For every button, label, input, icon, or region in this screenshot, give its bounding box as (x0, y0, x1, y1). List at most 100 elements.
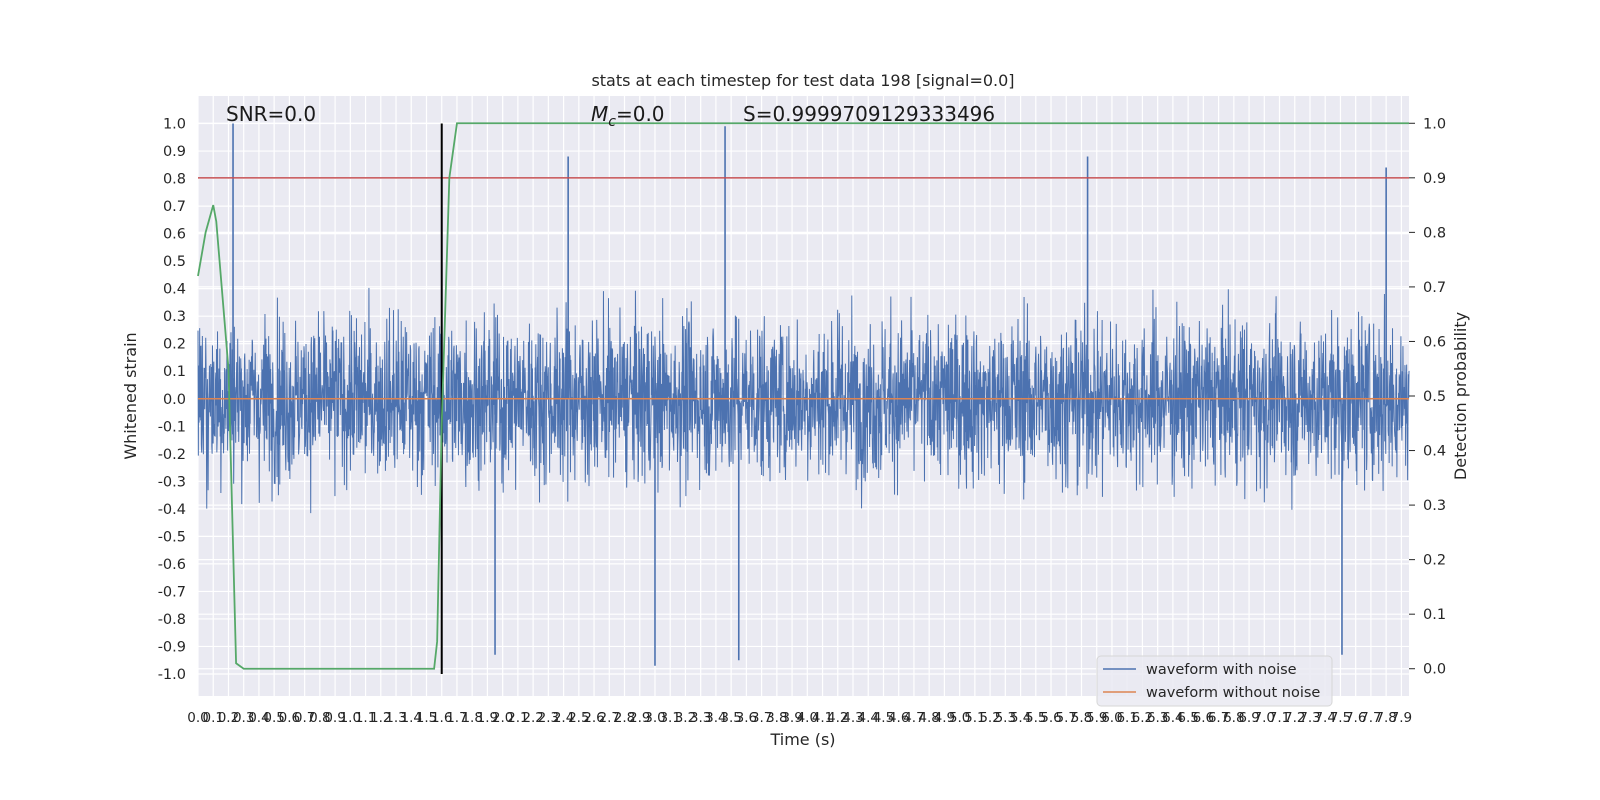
x-tick-label: 1.5 (416, 710, 437, 726)
x-tick-label: 0.6 (279, 710, 300, 726)
x-tick-label: 3.2 (675, 710, 696, 726)
y-tick-label: 0.8 (163, 172, 186, 188)
y2-tick-label: 0.6 (1423, 334, 1446, 350)
x-tick-label: 3.8 (766, 710, 787, 726)
x-tick-label: 1.2 (370, 710, 391, 726)
x-tick-label: 1.4 (401, 710, 422, 726)
x-tick-label: 6.9 (1238, 710, 1259, 726)
x-tick-label: 4.2 (827, 710, 848, 726)
x-tick-label: 2.9 (629, 710, 650, 726)
chirp-mass-annotation: Mc=0.0 (591, 102, 665, 130)
x-tick-label: 5.1 (964, 710, 985, 726)
x-tick-label: 7.6 (1345, 710, 1366, 726)
x-tick-label: 4.7 (903, 710, 924, 726)
x-tick-label: 5.0 (949, 710, 970, 726)
x-tick-label: 0.8 (309, 710, 330, 726)
x-tick-label: 3.6 (736, 710, 757, 726)
y2-tick-label: 0.3 (1423, 498, 1446, 514)
y-tick-label: 0.1 (163, 364, 186, 380)
x-tick-label: 5.3 (995, 710, 1016, 726)
y-tick-label: 1.0 (163, 117, 186, 133)
x-tick-label: 5.8 (1071, 710, 1092, 726)
x-tick-label: 2.3 (538, 710, 559, 726)
x-tick-label: 1.8 (461, 710, 482, 726)
x-tick-label: 4.5 (873, 710, 894, 726)
x-tick-label: 7.1 (1269, 710, 1290, 726)
x-tick-label: 5.9 (1086, 710, 1107, 726)
x-tick-label: 3.4 (705, 710, 726, 726)
x-tick-label: 1.1 (355, 710, 376, 726)
x-tick-label: 6.2 (1132, 710, 1153, 726)
x-tick-label: 0.4 (248, 710, 269, 726)
y-tick-label: 0.5 (163, 254, 186, 270)
y-tick-label: -0.4 (158, 502, 186, 518)
y2-tick-label: 0.2 (1423, 553, 1446, 569)
x-tick-label: 0.2 (218, 710, 239, 726)
x-tick-label: 1.9 (477, 710, 498, 726)
y2-tick-label: 0.5 (1423, 389, 1446, 405)
y-axis-label: Whitened strain (121, 332, 140, 459)
x-tick-label: 2.5 (568, 710, 589, 726)
x-tick-label: 4.1 (812, 710, 833, 726)
x-tick-label: 4.8 (918, 710, 939, 726)
x-tick-label: 3.7 (751, 710, 772, 726)
x-tick-label: 2.6 (583, 710, 604, 726)
chart-title: stats at each timestep for test data 198… (591, 71, 1014, 90)
legend: waveform with noise waveform without noi… (1096, 655, 1333, 707)
y-tick-label: -0.6 (158, 557, 186, 573)
x-tick-label: 0.7 (294, 710, 315, 726)
x-tick-label: 3.9 (781, 710, 802, 726)
x-tick-label: 6.7 (1208, 710, 1229, 726)
x-tick-label: 4.4 (857, 710, 878, 726)
y-tick-label: -0.2 (158, 447, 186, 463)
x-tick-label: 3.3 (690, 710, 711, 726)
x-tick-label: 0.3 (233, 710, 254, 726)
x-tick-label: 4.0 (797, 710, 818, 726)
x-tick-label: 6.3 (1147, 710, 1168, 726)
x-tick-label: 3.0 (644, 710, 665, 726)
snr-annotation: SNR=0.0 (226, 102, 316, 126)
chirp-mass-subscript: c (608, 114, 616, 130)
x-tick-label: 7.5 (1330, 710, 1351, 726)
x-tick-label: 7.2 (1284, 710, 1305, 726)
x-tick-label: 5.4 (1010, 710, 1031, 726)
legend-label-1: waveform without noise (1146, 685, 1320, 701)
x-tick-label: 6.4 (1162, 710, 1183, 726)
y-tick-label: -1.0 (158, 667, 186, 683)
y-tick-label: -0.9 (158, 639, 186, 655)
x-axis-label: Time (s) (769, 730, 835, 749)
chirp-mass-symbol: M (591, 102, 608, 126)
legend-box (1096, 655, 1333, 707)
y2-tick-label: 0.9 (1423, 171, 1446, 187)
x-tick-label: 1.0 (340, 710, 361, 726)
y-tick-label: -0.3 (158, 474, 186, 490)
x-tick-label: 2.2 (522, 710, 543, 726)
x-tick-label: 4.6 (888, 710, 909, 726)
x-tick-label: 2.1 (507, 710, 528, 726)
x-tick-label: 5.5 (1025, 710, 1046, 726)
y-tick-label: 0.7 (163, 199, 186, 215)
x-tick-label: 5.7 (1056, 710, 1077, 726)
x-tick-label: 3.1 (659, 710, 680, 726)
waveform-with-noise-line (197, 287, 1410, 514)
x-tick-label: 2.0 (492, 710, 513, 726)
y-tick-label: 0.6 (163, 227, 186, 243)
y-tick-label: 0.9 (163, 144, 186, 160)
x-tick-label: 6.6 (1193, 710, 1214, 726)
y-tick-label: -0.1 (158, 419, 186, 435)
x-tick-label: 7.7 (1360, 710, 1381, 726)
x-tick-label: 7.0 (1254, 710, 1275, 726)
y2-tick-label: 0.4 (1423, 444, 1446, 460)
x-tick-label: 7.9 (1391, 710, 1412, 726)
series-waveform-with-noise (197, 123, 1410, 666)
x-tick-label: 4.9 (934, 710, 955, 726)
x-tick-label: 2.7 (599, 710, 620, 726)
x-tick-label: 7.8 (1375, 710, 1396, 726)
y2-tick-label: 0.1 (1423, 607, 1446, 623)
legend-label-0: waveform with noise (1146, 662, 1297, 678)
y-tick-label: 0.3 (163, 309, 186, 325)
y2-axis-label: Detection probability (1451, 312, 1470, 480)
x-tick-label: 1.7 (446, 710, 467, 726)
x-tick-label: 6.1 (1116, 710, 1137, 726)
y-tick-label: -0.8 (158, 612, 186, 628)
